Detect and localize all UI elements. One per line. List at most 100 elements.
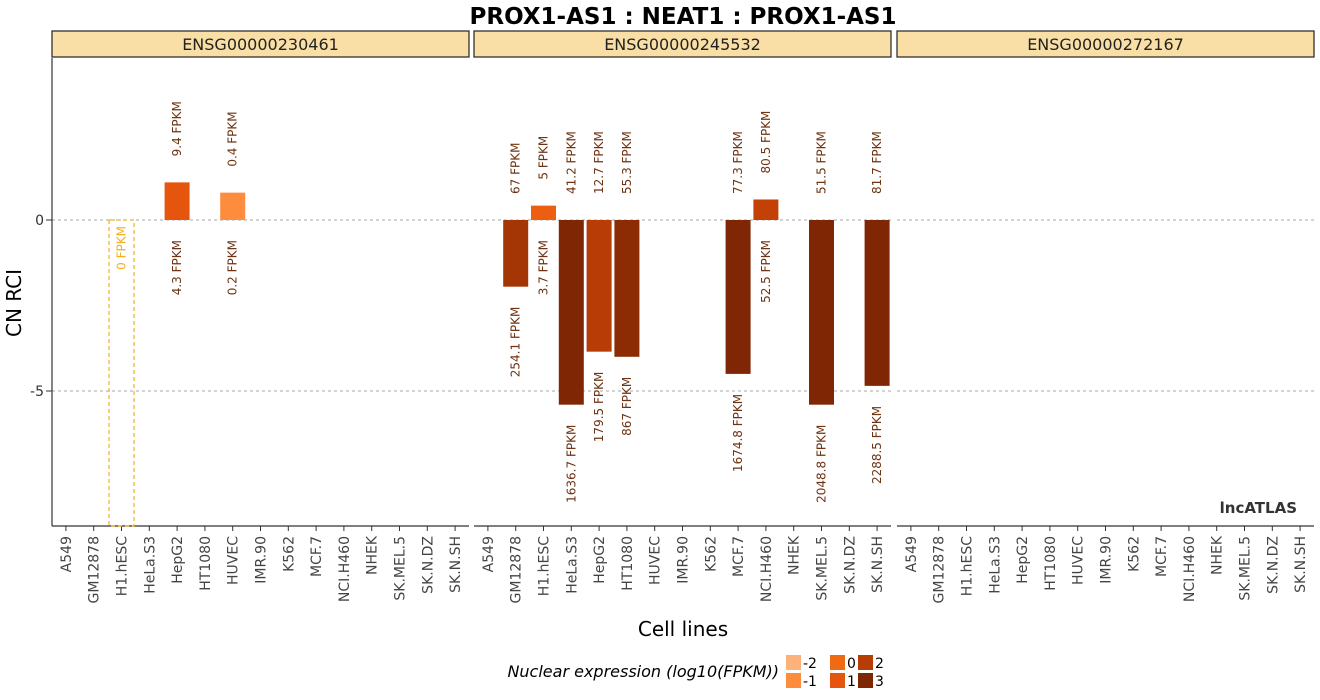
panel-strip	[51, 30, 470, 58]
x-tick-label: SK.MEL.5	[815, 536, 831, 601]
panel-strip-label: ENSG00000230461	[182, 35, 339, 54]
bar-nuc-label: 0 FPKM	[115, 226, 129, 270]
panel: ENSG00000230461 A549 GM12878 H1.hESC HeLa.S3…	[51, 30, 470, 603]
bar	[753, 199, 779, 220]
bar	[558, 220, 584, 405]
x-tick-label: HUVEC	[1071, 536, 1087, 585]
watermark: lncATLAS	[1220, 499, 1297, 517]
bar	[531, 205, 556, 220]
x-tick-label: K562	[703, 536, 719, 572]
x-tick-label: HepG2	[592, 536, 608, 584]
x-tick-label: SK.N.DZ	[420, 536, 436, 594]
bar	[614, 220, 640, 357]
bar-cyto-label: 0.4 FPKM	[226, 111, 240, 166]
bar-cyto-label: 5 FPKM	[537, 136, 551, 180]
x-tick-label: SK.N.SH	[448, 536, 464, 593]
legend-swatch	[858, 655, 873, 670]
bar-nuc-label: 1636.7 FPKM	[564, 425, 578, 503]
x-tick-label: HepG2	[1015, 536, 1031, 584]
bar-group: 51.5 FPKM 2048.8 FPKM	[809, 131, 834, 503]
bar-group: 67 FPKM 254.1 FPKM	[503, 143, 529, 378]
x-tick-label: SK.MEL.5	[1238, 536, 1254, 601]
panels: ENSG00000230461 A549 GM12878 H1.hESC HeLa.S3…	[51, 30, 1315, 603]
panel: ENSG00000272167 A549 GM12878 H1.hESC HeLa.S3…	[896, 30, 1315, 603]
x-tick-label: SK.N.SH	[870, 536, 886, 593]
x-tick-label: HeLa.S3	[142, 536, 158, 594]
x-tick-label: HeLa.S3	[564, 536, 580, 594]
x-tick-label: GM12878	[87, 536, 103, 603]
x-tick-label: K562	[1126, 536, 1142, 572]
bar-cyto-label: 51.5 FPKM	[815, 131, 829, 194]
bar	[864, 220, 890, 386]
bar-group: 81.7 FPKM 2288.5 FPKM	[864, 131, 890, 484]
legend-swatch	[830, 655, 845, 670]
x-tick-label: H1.hESC	[960, 536, 976, 596]
x-tick-label: MCF.7	[309, 536, 325, 577]
bar-cyto-label: 81.7 FPKM	[870, 131, 884, 194]
legend-swatch	[786, 655, 801, 670]
bar-group: 9.4 FPKM 4.3 FPKM	[164, 101, 190, 295]
legend-label: 0	[847, 656, 856, 672]
x-tick-label: IMR.90	[676, 536, 692, 584]
y-tick-label: -5	[30, 384, 44, 400]
legend-label: -1	[803, 674, 817, 690]
bar-nuc-label: 254.1 FPKM	[509, 307, 523, 378]
panel-strip	[896, 30, 1315, 58]
legend-swatch	[858, 673, 873, 688]
panel-strip	[473, 30, 892, 58]
x-tick-label: H1.hESC	[537, 536, 553, 596]
bar-group: 77.3 FPKM 1674.8 FPKM	[725, 131, 751, 472]
panel-strip-label: ENSG00000272167	[1027, 35, 1184, 54]
x-tick-label: SK.N.DZ	[842, 536, 858, 594]
x-tick-label: NHEK	[365, 535, 381, 575]
bar-nuc-label: 2048.8 FPKM	[815, 425, 829, 503]
x-tick-label: IMR.90	[254, 536, 270, 584]
bar-cyto-label: 41.2 FPKM	[564, 131, 578, 194]
bar	[725, 220, 751, 374]
legend-swatch	[786, 673, 801, 688]
bar-nuc-label: 2288.5 FPKM	[870, 406, 884, 484]
x-tick-label: NHEK	[787, 535, 803, 575]
bar	[809, 220, 834, 405]
bar-nuc-label: 4.3 FPKM	[170, 240, 184, 295]
x-tick-label: MCF.7	[731, 536, 747, 577]
legend-swatch	[830, 673, 845, 688]
x-tick-label: SK.N.DZ	[1265, 536, 1281, 594]
bar-nuc-label: 52.5 FPKM	[759, 240, 773, 303]
legend-label: 2	[875, 656, 884, 672]
x-tick-label: HeLa.S3	[987, 536, 1003, 594]
bar-nuc-label: 3.7 FPKM	[537, 240, 551, 295]
bar-cyto-label: 55.3 FPKM	[620, 131, 634, 194]
bar-cyto-label: 77.3 FPKM	[731, 131, 745, 194]
x-tick-label: SK.MEL.5	[393, 536, 409, 601]
x-tick-label: NHEK	[1210, 535, 1226, 575]
x-tick-label: H1.hESC	[115, 536, 131, 596]
legend-label: 3	[875, 674, 884, 690]
bar-cyto-label: 80.5 FPKM	[759, 111, 773, 174]
y-axis: 0 -5	[30, 213, 52, 400]
x-tick-label: GM12878	[932, 536, 948, 603]
panel: ENSG00000245532 A549 GM12878 H1.hESC HeLa.S3…	[473, 30, 892, 603]
x-tick-label: A549	[481, 536, 497, 572]
bar-group: 55.3 FPKM 867 FPKM	[614, 131, 640, 436]
legend: Nuclear expression (log10(FPKM)) -2 -1 0 1 2…	[507, 655, 884, 690]
bar-nuc-label: 1674.8 FPKM	[731, 394, 745, 472]
x-tick-label: HUVEC	[648, 536, 664, 585]
bar-nuc-label: 867 FPKM	[620, 377, 634, 436]
x-tick-label: A549	[59, 536, 75, 572]
y-axis-label: CN RCI	[2, 269, 26, 337]
x-tick-label: NCI.H460	[759, 536, 775, 602]
bar-group: 80.5 FPKM 52.5 FPKM	[753, 111, 779, 303]
bar-group: 5 FPKM 3.7 FPKM	[531, 136, 556, 295]
x-tick-label: HUVEC	[226, 536, 242, 585]
x-tick-label: K562	[281, 536, 297, 572]
bar-group: 12.7 FPKM 179.5 FPKM	[586, 131, 612, 442]
bar-cyto-label: 12.7 FPKM	[592, 131, 606, 194]
x-tick-label: MCF.7	[1154, 536, 1170, 577]
x-tick-label: HT1080	[198, 536, 214, 591]
bar-empty	[108, 219, 135, 527]
bar-cyto-label: 67 FPKM	[509, 143, 523, 194]
bar-nuc-label: 0.2 FPKM	[226, 240, 240, 295]
x-tick-label: NCI.H460	[337, 536, 353, 602]
